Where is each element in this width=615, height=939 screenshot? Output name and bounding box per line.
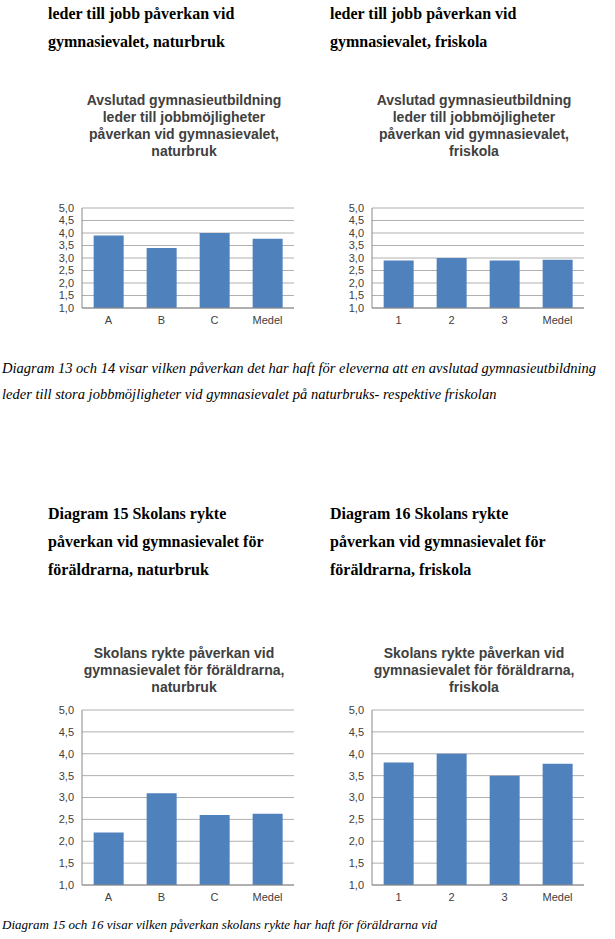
svg-text:3,0: 3,0 [349,791,364,803]
svg-text:2,5: 2,5 [59,264,74,276]
svg-text:3,5: 3,5 [59,770,74,782]
html-text:Skolans rykte påverkan vid gym: Skolans rykte påverkan vid gymnasievalet… [373,645,575,695]
svg-text:1,5: 1,5 [59,289,74,301]
svg-text:3,5: 3,5 [349,770,364,782]
svg-text:4,0: 4,0 [349,748,364,760]
svg-text:3: 3 [501,891,507,903]
svg-text:Medel: Medel [543,891,573,903]
svg-text:2,5: 2,5 [349,813,364,825]
html-text:Avslutad gymnasieutbildning le: Avslutad gymnasieutbildning leder till j… [86,92,282,159]
svg-text:2: 2 [448,891,454,903]
svg-text:4,5: 4,5 [59,726,74,738]
html-text:Skolans rykte påverkan vid gym: Skolans rykte påverkan vid gymnasievalet… [83,645,285,695]
svg-text:5,0: 5,0 [59,704,74,716]
svg-text:2,0: 2,0 [59,835,74,847]
svg-text:4,0: 4,0 [59,227,74,239]
html-text:Avslutad gymnasieutbildning le: Avslutad gymnasieutbildning leder till j… [376,92,572,159]
svg-text:5,0: 5,0 [349,202,364,214]
svg-text:1,5: 1,5 [349,289,364,301]
svg-text:2: 2 [448,314,454,326]
svg-text:4,0: 4,0 [59,748,74,760]
svg-text:3: 3 [501,314,507,326]
svg-text:2,5: 2,5 [59,813,74,825]
svg-text:3,0: 3,0 [59,791,74,803]
svg-text:Medel: Medel [253,314,283,326]
svg-text:1,0: 1,0 [59,879,74,891]
html-text:leder till jobb påverkan vid g: leder till jobb påverkan vid gymnasieval… [48,5,235,50]
svg-text:2,0: 2,0 [59,277,74,289]
svg-text:C: C [211,314,219,326]
html-text:leder till jobb påverkan vid g: leder till jobb påverkan vid gymnasieval… [330,5,517,50]
svg-text:1,0: 1,0 [59,302,74,314]
svg-text:3,0: 3,0 [59,252,74,264]
svg-text:1,0: 1,0 [349,302,364,314]
html-text:Diagram 13 och 14 visar vilken: Diagram 13 och 14 visar vilken påverkan … [2,360,596,402]
svg-text:2,0: 2,0 [349,277,364,289]
svg-text:5,0: 5,0 [349,704,364,716]
svg-text:3,5: 3,5 [349,239,364,251]
svg-text:1,5: 1,5 [349,857,364,869]
svg-text:2,0: 2,0 [349,835,364,847]
svg-text:1,0: 1,0 [349,879,364,891]
svg-text:2,5: 2,5 [349,264,364,276]
svg-text:C: C [211,891,219,903]
html-text:Diagram 15 Skolans rykte påver: Diagram 15 Skolans rykte påverkan vid gy… [48,505,264,578]
html-text:Diagram 15 och 16 visar vilken: Diagram 15 och 16 visar vilken påverkan … [2,917,438,932]
svg-text:1: 1 [395,314,401,326]
svg-text:1,5: 1,5 [59,857,74,869]
svg-text:A: A [105,891,113,903]
svg-text:3,0: 3,0 [349,252,364,264]
svg-text:5,0: 5,0 [59,202,74,214]
svg-text:4,5: 4,5 [59,214,74,226]
svg-text:B: B [158,891,165,903]
svg-text:Medel: Medel [253,891,283,903]
html-text:Diagram 16 Skolans rykte påver: Diagram 16 Skolans rykte påverkan vid gy… [330,505,546,578]
svg-text:4,5: 4,5 [349,726,364,738]
svg-text:4,5: 4,5 [349,214,364,226]
svg-text:1: 1 [395,891,401,903]
svg-text:4,0: 4,0 [349,227,364,239]
svg-text:A: A [105,314,113,326]
svg-text:Medel: Medel [543,314,573,326]
svg-text:3,5: 3,5 [59,239,74,251]
svg-text:B: B [158,314,165,326]
